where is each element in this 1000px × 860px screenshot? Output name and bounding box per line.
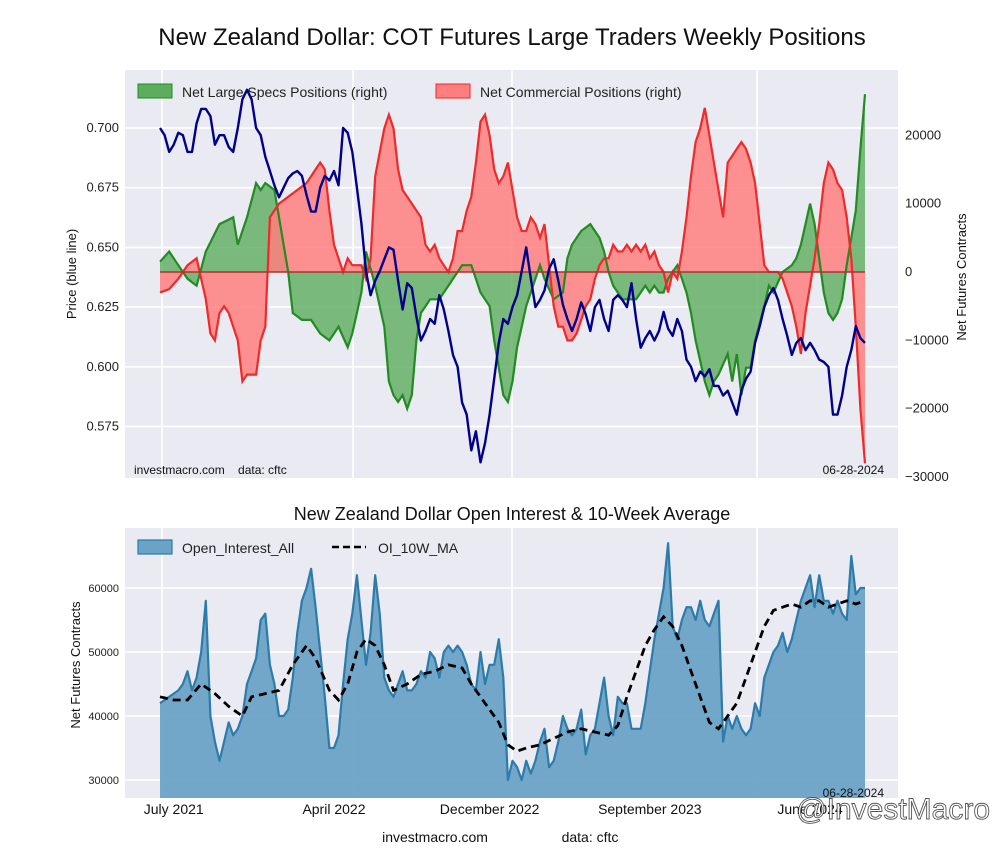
price-tick-label: 0.625	[86, 299, 119, 314]
positions-legend: Net Large Specs Positions (right) Net Co…	[137, 83, 682, 100]
date-tick-label: July 2021	[144, 801, 204, 817]
price-tick-label: 0.700	[86, 120, 119, 135]
open-interest-line	[159, 542, 865, 782]
open-interest-tick-label: 40000	[88, 711, 119, 723]
footer-site: investmacro.com	[382, 829, 488, 845]
price-line	[158, 88, 866, 464]
open-interest-panel: Open_Interest_All OI_10W_MA 30000 40000 50…	[68, 528, 898, 817]
legend-label-specs: Net Large Specs Positions (right)	[182, 84, 387, 100]
open-interest-legend: Open_Interest_All OI_10W_MA	[137, 539, 459, 556]
positions-source-note: investmacro.com data: cftc	[134, 463, 287, 477]
footer-data-source: data: cftc	[562, 829, 619, 845]
open-interest-series	[159, 542, 866, 798]
open-interest-y-ticks: 30000 40000 50000 60000	[88, 583, 119, 787]
price-tick-label: 0.650	[86, 239, 119, 254]
moving-average-line	[159, 599, 866, 753]
brand-watermark: @InvestMacro	[796, 793, 990, 826]
open-interest-area	[160, 543, 865, 798]
legend-swatch-commercial	[435, 83, 471, 99]
date-tick-label: June 2024	[777, 801, 843, 817]
contracts-tick-label: 20000	[905, 127, 941, 142]
price-tick-label: 0.575	[86, 419, 119, 434]
price-tick-label: 0.600	[86, 359, 119, 374]
positions-panel: Net Large Specs Positions (right) Net Co…	[64, 70, 969, 484]
price-axis-label: Price (blue line)	[64, 229, 79, 319]
open-interest-tick-label: 30000	[88, 775, 119, 787]
open-interest-date-note: 06-28-2024	[823, 786, 885, 800]
contracts-tick-label: −30000	[905, 469, 949, 484]
date-tick-label: April 2022	[302, 801, 365, 817]
date-axis-ticks: July 2021 April 2022 December 2022 Septembe…	[144, 801, 843, 817]
legend-label-ma: OI_10W_MA	[378, 540, 459, 556]
price-line-group	[158, 88, 866, 464]
legend-label-open-interest: Open_Interest_All	[182, 540, 294, 556]
positions-date-note: 06-28-2024	[823, 463, 885, 477]
legend-swatch-specs	[137, 83, 173, 99]
specs-line	[159, 94, 867, 413]
bottom-chart-title: New Zealand Dollar Open Interest & 10-We…	[294, 504, 731, 524]
price-tick-label: 0.675	[86, 180, 119, 195]
date-tick-label: September 2023	[598, 801, 702, 817]
legend-swatch-open-interest	[137, 539, 173, 555]
open-interest-tick-label: 60000	[88, 583, 119, 595]
contracts-axis-ticks: −30000 −20000 −10000 0 10000 20000	[905, 127, 949, 484]
commercial-line	[159, 107, 867, 464]
contracts-tick-label: −10000	[905, 332, 949, 347]
contracts-tick-label: −20000	[905, 401, 949, 416]
date-tick-label: December 2022	[440, 801, 540, 817]
legend-label-commercial: Net Commercial Positions (right)	[480, 84, 682, 100]
contracts-tick-label: 0	[905, 264, 912, 279]
top-chart-title: New Zealand Dollar: COT Futures Large Tr…	[158, 24, 865, 51]
open-interest-axis-label: Net Futures Contracts	[68, 601, 83, 729]
contracts-tick-label: 10000	[905, 196, 941, 211]
contracts-axis-label: Net Futures Contracts	[954, 213, 969, 341]
price-axis-ticks: 0.575 0.600 0.625 0.650 0.675 0.700	[86, 120, 119, 434]
open-interest-tick-label: 50000	[88, 647, 119, 659]
positions-areas	[159, 94, 867, 464]
